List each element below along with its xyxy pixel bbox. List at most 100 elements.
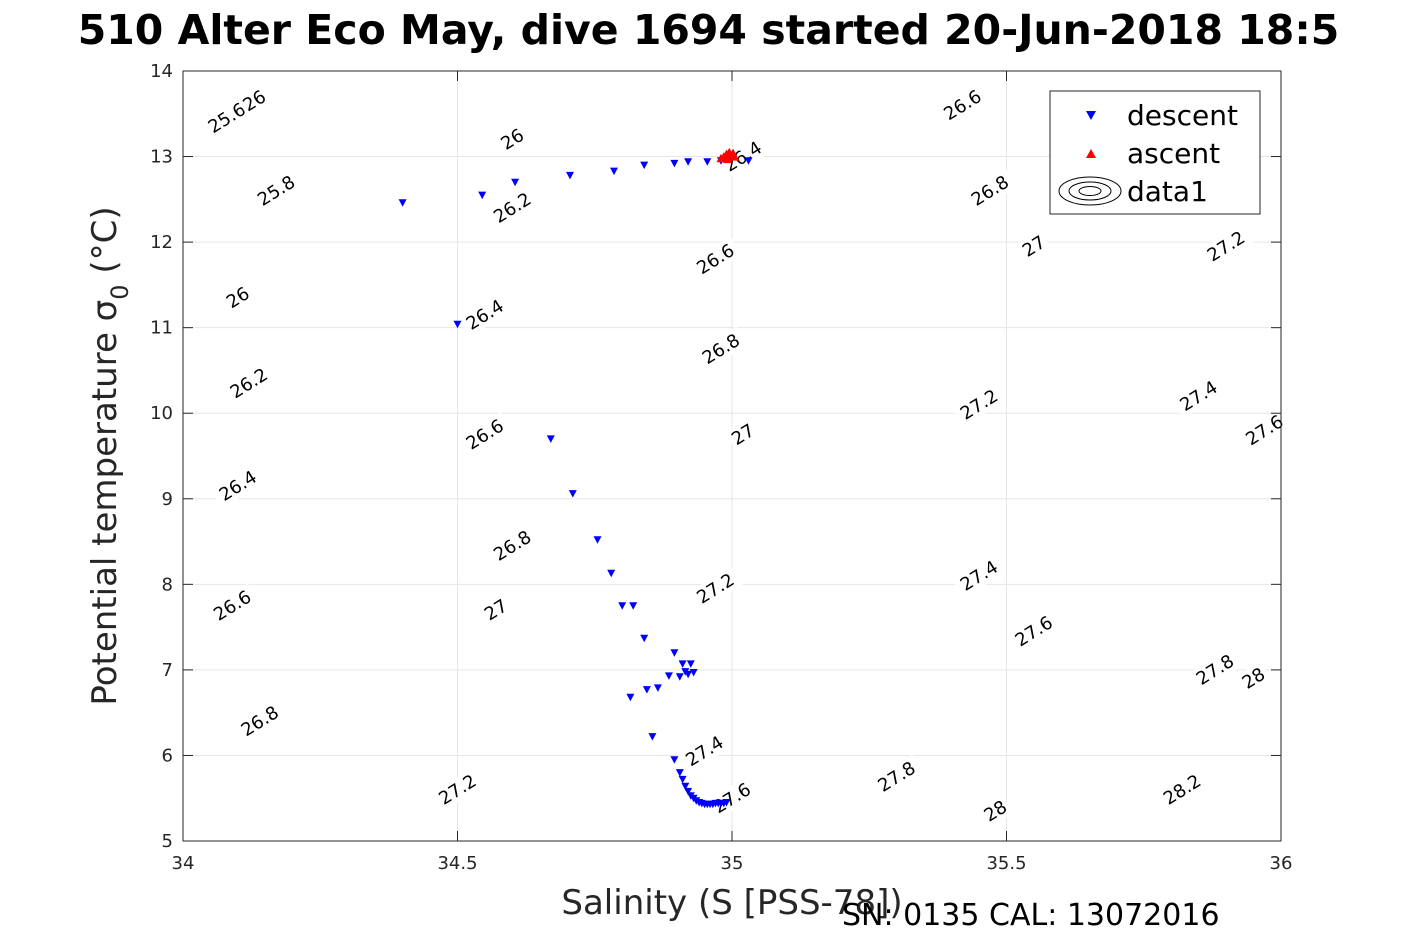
contour-label-bg <box>688 566 743 612</box>
descent-point <box>640 161 649 170</box>
contour-label-bg <box>725 417 761 452</box>
y-tick-label: 12 <box>150 232 173 253</box>
descent-point <box>618 602 627 610</box>
series-descent <box>398 157 753 809</box>
density-contour-line <box>1408 0 1417 927</box>
descent-point <box>568 490 577 498</box>
contour-label-bg <box>210 463 265 509</box>
y-axis-label-main: Potential temperature <box>85 321 125 705</box>
descent-point <box>648 733 657 741</box>
contour-label-bg <box>485 185 540 231</box>
descent-point <box>642 686 651 694</box>
ascent-point <box>716 153 726 163</box>
contour-label-bg <box>485 523 540 569</box>
descent-point <box>653 684 662 692</box>
descent-point <box>511 178 520 187</box>
descent-point <box>684 158 693 166</box>
ascent-point <box>723 154 733 164</box>
y-axis-label-symbol: σ <box>85 300 125 322</box>
descent-point <box>675 673 684 681</box>
contour-label-bg <box>1199 223 1254 269</box>
legend-ascent-label: ascent <box>1127 137 1220 170</box>
data-points <box>398 147 753 809</box>
descent-point <box>670 159 679 168</box>
descent-point <box>670 756 679 764</box>
chart-title: 510 Alter Eco May, dive 1694 started 20-… <box>77 6 1340 54</box>
descent-point <box>664 672 673 680</box>
contour-label-bg <box>457 412 512 458</box>
y-tick-label: 11 <box>150 318 173 339</box>
descent-point <box>546 435 555 443</box>
contour-label-bg <box>1155 767 1210 813</box>
legend-data1-contour-icon <box>1058 176 1122 206</box>
contour-label-bg <box>704 775 760 821</box>
contour-label-bg <box>220 280 256 315</box>
y-tick-label: 10 <box>150 403 173 424</box>
contour-label-bg <box>494 122 531 157</box>
y-tick-label: 9 <box>162 489 173 510</box>
x-tick-label: 34 <box>172 853 195 874</box>
descent-point <box>689 669 698 677</box>
x-axis-label: Salinity (S [PSS-78]) <box>561 883 902 923</box>
series-ascent <box>716 147 740 164</box>
y-tick-label: 14 <box>150 61 173 82</box>
contour-label-bg <box>199 95 254 141</box>
y-tick-label: 5 <box>162 831 173 852</box>
y-axis-label-unit: (°C) <box>85 206 125 284</box>
serial-calibration-note: SN: 0135 CAL: 13072016 <box>842 898 1220 933</box>
y-tick-label: 13 <box>150 147 173 168</box>
y-axis-label: Potential temperature σ0 (°C) <box>85 206 134 705</box>
contour-label-bg <box>952 553 1007 599</box>
descent-point <box>607 569 616 578</box>
descent-point <box>678 660 687 668</box>
contour-label-bg <box>962 168 1018 214</box>
y-tick-label: 8 <box>162 574 173 595</box>
descent-point <box>722 799 731 807</box>
contour-label-bg <box>1006 608 1061 654</box>
legend-box <box>1049 90 1261 215</box>
contour-label-bg <box>478 593 514 627</box>
descent-point <box>681 782 690 791</box>
contour-label-bg <box>457 292 512 338</box>
axis-ticks: 34 34.5 35 35.5 36 5 6 7 8 9 10 11 12 13 14 <box>150 61 1292 874</box>
x-tick-label: 34.5 <box>437 853 477 874</box>
legend-descent-label: descent <box>1127 99 1238 132</box>
descent-point <box>675 769 684 777</box>
descent-point <box>640 634 649 643</box>
y-tick-label: 6 <box>162 745 173 766</box>
descent-point <box>703 158 712 166</box>
contour-label-bg <box>977 794 1014 828</box>
ascent-point <box>728 148 738 158</box>
descent-point <box>678 775 687 784</box>
legend: descent ascent data1 <box>1049 90 1261 215</box>
descent-point <box>398 199 407 207</box>
descent-point <box>684 787 693 796</box>
legend-ascent-marker <box>1086 149 1096 158</box>
descent-point <box>686 660 695 668</box>
contour-label-bg <box>693 326 749 372</box>
descent-point <box>744 157 753 165</box>
contour-label-bg <box>236 84 273 118</box>
contour-label-bg <box>205 583 260 629</box>
contour-label-bg <box>677 728 732 774</box>
legend-descent-marker <box>1086 111 1096 120</box>
contour-label-bg <box>1188 647 1243 693</box>
legend-data1-label: data1 <box>1127 175 1208 208</box>
contour-label-bg <box>688 236 743 282</box>
contour-label-bg <box>430 767 485 813</box>
density-contours <box>1408 0 1417 927</box>
descent-point <box>593 536 602 544</box>
contour-label-bg <box>1237 407 1292 453</box>
contour-label-bg <box>221 360 276 406</box>
contour-label-bg <box>1171 373 1226 419</box>
descent-point <box>566 171 574 180</box>
descent-point <box>453 320 462 329</box>
x-tick-label: 35.5 <box>986 853 1026 874</box>
contour-label-bg <box>869 754 924 800</box>
descent-point <box>610 167 618 176</box>
descent-point <box>684 670 693 679</box>
contour-label-bg <box>232 698 287 744</box>
contour-label-bg <box>935 82 990 128</box>
contour-label-bg <box>715 134 771 180</box>
